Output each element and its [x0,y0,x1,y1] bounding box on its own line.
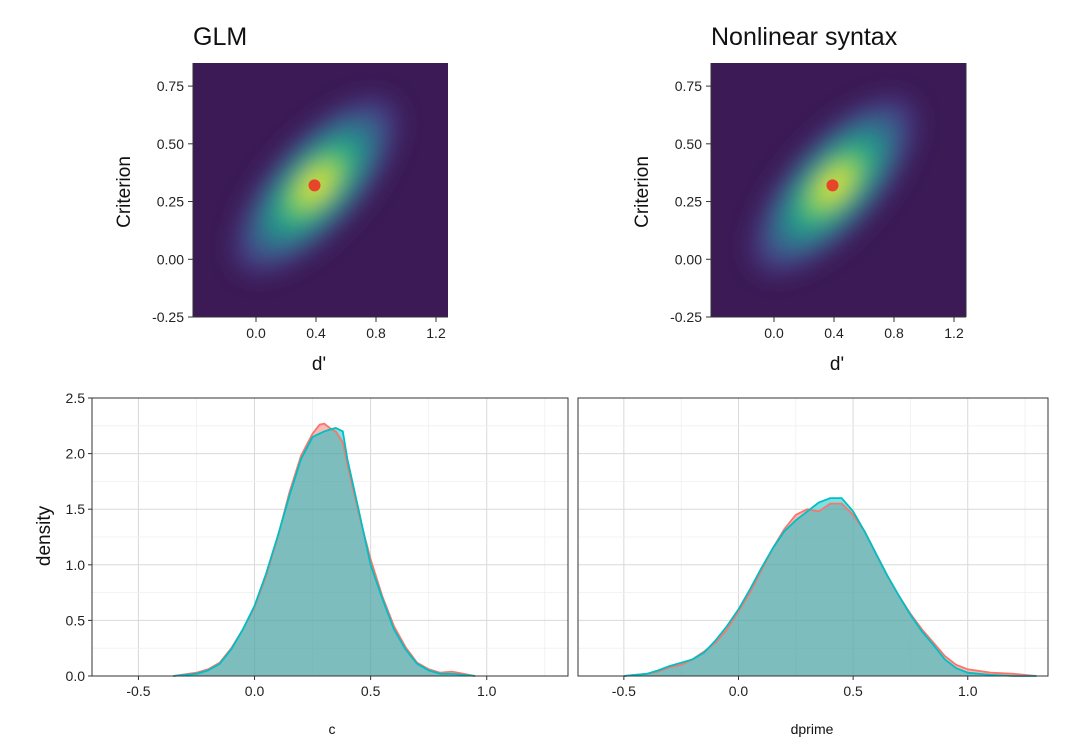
panel-border [577,397,1049,677]
y-tick-label: 1.0 [66,557,86,573]
estimate-point [308,179,321,192]
density-c-panel: -0.5 0.0 0.5 1.0 0.0 0.5 1.0 1.5 2.0 2.5 c densit… [34,390,569,737]
y-tick-label: 2.5 [66,390,86,406]
y-tick-label: 0.0 [66,668,86,684]
y-tick-label: -0.25 [152,309,184,325]
heatmap-nonlinear: Nonlinear syntax 0.0 0.4 0.8 1.2-0.250.000.… [632,23,967,375]
y-tick-label: 0.25 [675,194,702,210]
x-tick-label: -0.5 [126,683,150,699]
density-dprime-xlabel: dprime [791,721,834,737]
heatmap-glm-axes: 0.0 0.4 0.8 1.2 -0.25 0.00 0.25 0.50 0.75 [152,63,448,341]
y-tick-label: 0.25 [157,194,184,210]
heatmap-nonlinear-xlabel: d' [830,354,844,375]
y-tick-label: 0.75 [157,78,184,94]
density-c-axes: -0.5 0.0 0.5 1.0 0.0 0.5 1.0 1.5 2.0 2.5 [66,390,569,699]
x-tick-label: 0.0 [245,683,265,699]
heatmap-nonlinear-title: Nonlinear syntax [711,23,898,51]
y-tick-label: 0.00 [675,251,702,267]
density-line-nonlinear [173,427,476,677]
x-tick-label: 1.0 [477,683,497,699]
density-area-nonlinear [623,498,1037,676]
density-line-nonlinear [623,497,1037,677]
x-tick-label: 0.8 [884,325,904,341]
x-tick-label: -0.5 [612,683,636,699]
x-tick-label: 0.4 [306,325,326,341]
density-c-plot-area [92,397,568,677]
density-dprime-panel: -0.5 0.0 0.5 1.0 dprime [577,397,1049,737]
x-tick-label: 0.0 [729,683,749,699]
heatmap-glm-xlabel: d' [312,354,326,375]
y-tick-label: 0.75 [675,78,702,94]
density-dprime-plot-area [578,397,1048,677]
x-tick-label: 0.0 [764,325,784,341]
x-tick-label: 0.5 [843,683,863,699]
heatmap-nonlinear-plot-area [711,63,966,317]
y-tick-label: 0.50 [675,136,702,152]
estimate-point [826,179,839,192]
x-tick-label: 0.5 [361,683,381,699]
x-tick-label: 0.0 [246,325,266,341]
x-tick-label: 0.4 [824,325,844,341]
y-tick-label: 0.50 [157,136,184,152]
density-c-xlabel: c [329,721,336,737]
heatmap-glm: GLM 0.0 0.4 0.8 1.2 -0.25 0.00 0.25 0.50 0.75 d'… [114,23,448,375]
x-tick-label: 1.2 [426,325,446,341]
y-tick-label: 1.5 [66,501,86,517]
panel-border [91,397,569,677]
y-tick-label: 0.5 [66,612,86,628]
density-ylabel: density [34,505,55,566]
y-tick-label: 2.0 [66,446,86,462]
heatmap-nonlinear-axes: 0.0 0.4 0.8 1.2 -0.25 0.00 0.25 0.50 0.75 [670,63,967,341]
x-tick-label: 1.2 [944,325,964,341]
heatmap-nonlinear-ylabel: Criterion [632,156,653,228]
x-tick-label: 0.8 [366,325,386,341]
heatmap-glm-plot-area [193,63,448,317]
x-tick-label: 1.0 [958,683,978,699]
density-area-nonlinear [173,428,476,676]
y-tick-label: 0.00 [157,251,184,267]
heatmap-glm-ylabel: Criterion [114,156,135,228]
density-dprime-axes: -0.5 0.0 0.5 1.0 [577,397,1049,699]
heatmap-glm-title: GLM [193,23,247,51]
y-tick-label: -0.25 [670,309,702,325]
